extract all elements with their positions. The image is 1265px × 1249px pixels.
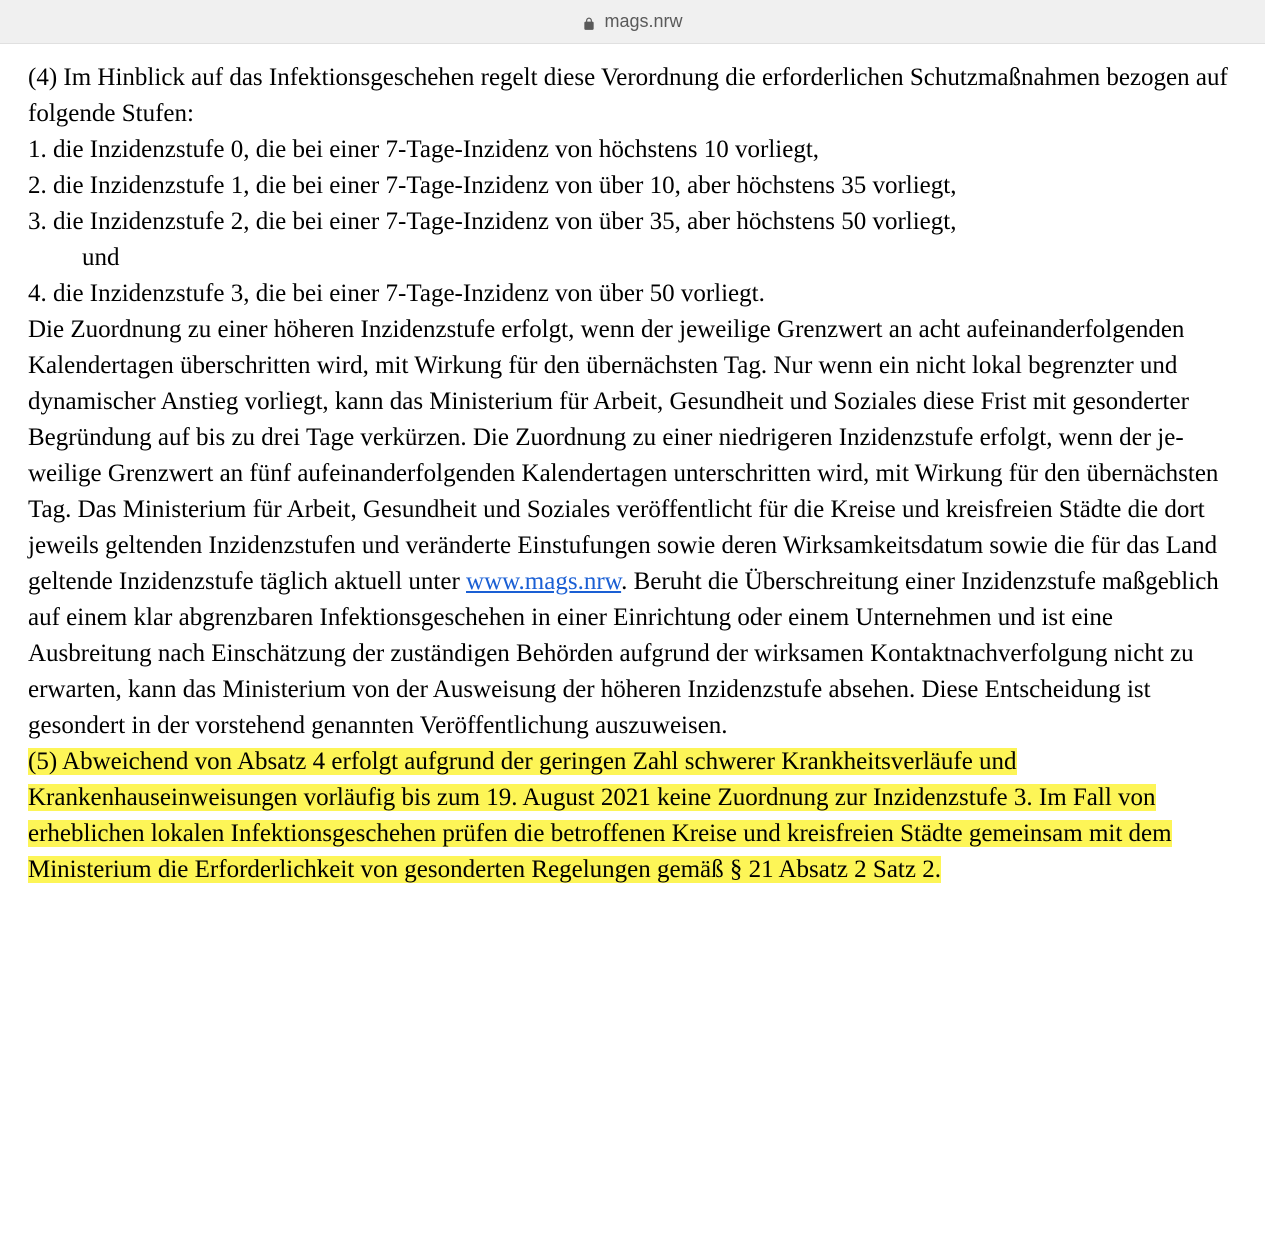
paragraph-5-highlight: (5) Abweichend von Absatz 4 erfolgt aufg…: [28, 748, 1172, 883]
list-item-2: 2. die Inzidenzstufe 1, die bei einer 7-…: [28, 168, 1237, 204]
document-content: (4) Im Hinblick auf das Infektionsgesche…: [0, 44, 1265, 916]
list-item-3-line2: und: [28, 240, 1237, 276]
address-domain: mags.nrw: [604, 11, 682, 32]
list-item-3-line1: 3. die Inzidenzstufe 2, die bei einer 7-…: [28, 204, 1237, 240]
paragraph-5: (5) Abweichend von Absatz 4 erfolgt aufg…: [28, 744, 1237, 888]
browser-address-bar: mags.nrw: [0, 0, 1265, 44]
body-before-link: Die Zuordnung zu einer höheren Inzidenzs…: [28, 316, 1218, 595]
lock-icon: [582, 15, 596, 29]
list-item-1: 1. die Inzidenzstufe 0, die bei einer 7-…: [28, 132, 1237, 168]
paragraph-4-intro: (4) Im Hinblick auf das Infektionsgesche…: [28, 60, 1237, 132]
list-item-4: 4. die Inzidenzstufe 3, die bei einer 7-…: [28, 276, 1237, 312]
mags-link[interactable]: www.mags.nrw: [466, 568, 621, 595]
address-content: mags.nrw: [582, 11, 682, 32]
paragraph-4-body: Die Zuordnung zu einer höheren Inzidenzs…: [28, 312, 1237, 744]
